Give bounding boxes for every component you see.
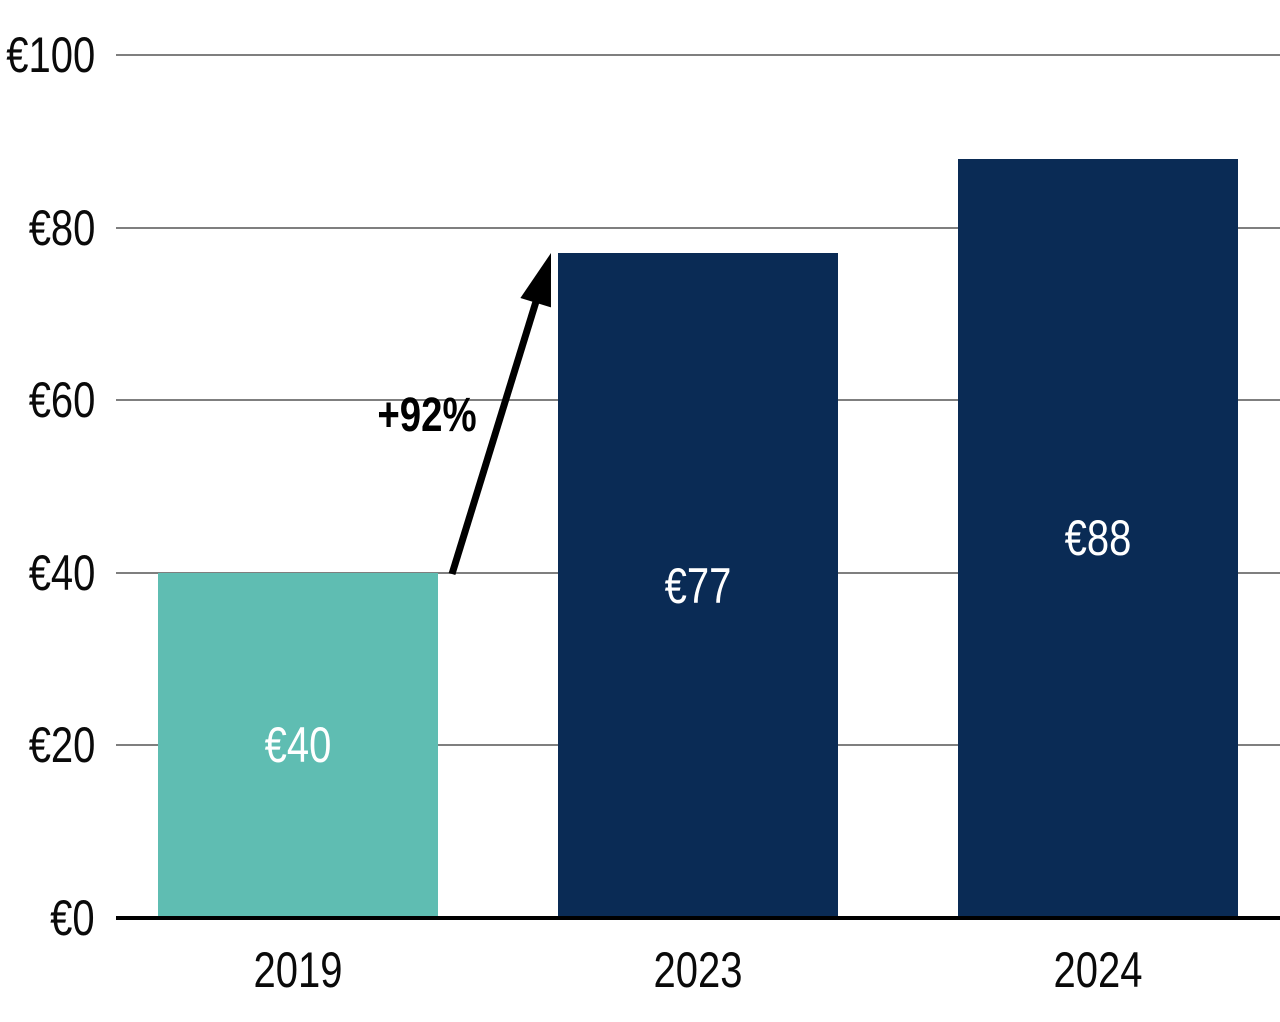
bar-value-label-2024: €88 [1056,513,1139,563]
bar-value-label-2023-text: €77 [664,557,732,614]
gridline-80 [116,226,1280,229]
bar-value-label-2019-text: €40 [264,717,332,774]
y-axis-tick-label-80-text: €80 [28,199,95,256]
y-axis-tick-label-0-text: €0 [50,890,96,946]
growth-annotation-label: +92% [365,392,489,440]
y-axis-tick-label-20: €20 [12,720,95,770]
gridline-100 [116,54,1280,56]
y-axis-tick-label-80: €80 [12,203,95,253]
bar-2024 [958,158,1238,918]
y-axis-tick-label-60-text: €60 [28,372,95,429]
y-axis-tick-label-100-text: €100 [6,27,95,83]
bar-2023 [558,253,838,918]
x-axis-label-2023: 2023 [642,945,753,995]
y-axis-tick-label-0: €0 [39,890,96,946]
y-axis-tick-label-100: €100 [0,30,95,80]
y-axis-tick-label-20-text: €20 [28,717,95,774]
bar-2019 [158,572,438,918]
x-axis-label-2019: 2019 [242,945,353,995]
x-axis-label-2024: 2024 [1042,945,1153,995]
x-axis-label-2024-text: 2024 [1053,942,1143,998]
y-axis-tick-label-60: €60 [12,375,95,425]
x-axis-label-2019-text: 2019 [253,942,343,998]
y-axis-tick-label-40: €40 [12,548,95,598]
x-axis-baseline [116,916,1280,920]
y-axis-tick-label-40-text: €40 [28,544,95,601]
growth-annotation-label-text: +92% [377,389,477,442]
bar-value-label-2023: €77 [656,561,739,611]
bar-value-label-2019: €40 [256,720,339,770]
x-axis-label-2023-text: 2023 [653,942,743,998]
bar-value-label-2024-text: €88 [1064,510,1132,567]
